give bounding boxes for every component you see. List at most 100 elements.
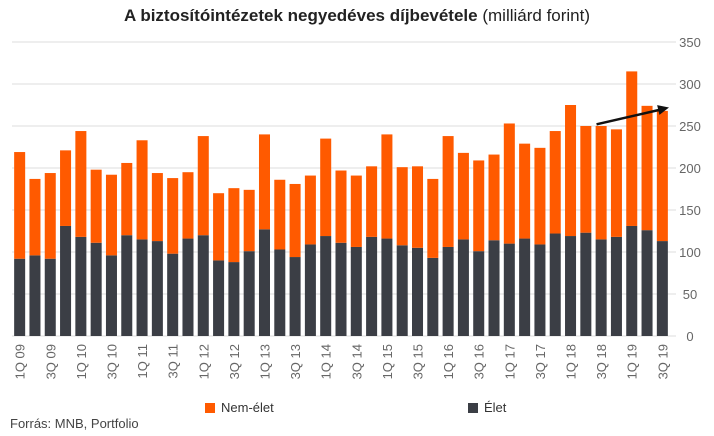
bar-nem-elet (44, 173, 56, 259)
x-axis-ticks: 1Q 09 3Q 09 1Q 10 3Q 10 1Q 11 3Q 11 1Q 12 3Q 12… (13, 344, 671, 379)
x-tick-label: 1Q 09 (13, 344, 28, 379)
y-tick-label: 150 (679, 203, 701, 218)
bar-nem-elet (304, 175, 316, 245)
legend-label-nem-elet: Nem-élet (221, 400, 274, 415)
x-tick-label: 1Q 12 (196, 344, 211, 379)
bar-nem-elet (565, 105, 577, 237)
legend-label-elet: Élet (484, 400, 507, 415)
bar-elet (457, 239, 469, 336)
bar-nem-elet (350, 175, 362, 247)
bar-nem-elet (274, 179, 286, 250)
bar-elet (243, 251, 255, 336)
bar-elet (29, 255, 41, 336)
y-axis-ticks: 0 50 100 150 200 250 300 350 (679, 35, 701, 344)
bar-nem-elet (258, 134, 270, 230)
bar-nem-elet (366, 166, 378, 237)
chart-title-main: A biztosítóintézetek negyedéves díjbevét… (123, 6, 478, 25)
bar-elet (274, 249, 286, 336)
bar-nem-elet (121, 162, 133, 236)
bar-nem-elet (427, 178, 439, 258)
bar-elet (610, 236, 622, 336)
bar-elet (228, 262, 240, 336)
bar-elet (75, 236, 87, 336)
bar-nem-elet (641, 105, 653, 231)
y-tick-label: 0 (686, 329, 693, 344)
x-tick-label: 1Q 14 (319, 344, 334, 379)
x-tick-label: 3Q 12 (227, 344, 242, 379)
bar-nem-elet (197, 136, 209, 236)
bar-elet (549, 233, 561, 336)
x-tick-label: 1Q 16 (441, 344, 456, 379)
bar-elet (60, 225, 72, 336)
legend-item-elet: Élet (468, 400, 506, 415)
bar-elet (105, 255, 117, 336)
bar-nem-elet (580, 126, 592, 233)
bar-elet (258, 229, 270, 336)
legend-swatch-nem-elet (205, 402, 215, 413)
trend-arrow-line (596, 108, 662, 126)
bar-nem-elet (457, 152, 469, 240)
bar-nem-elet (519, 143, 531, 239)
y-tick-label: 200 (679, 161, 701, 176)
bar-elet (44, 258, 56, 336)
bars-group (14, 71, 668, 336)
bar-elet (580, 232, 592, 336)
bar-elet (488, 240, 500, 336)
bar-nem-elet (488, 154, 500, 241)
bar-elet (90, 242, 102, 336)
bar-nem-elet (75, 131, 87, 237)
bar-elet (289, 257, 301, 336)
x-tick-label: 3Q 14 (349, 344, 364, 379)
legend-item-nem-elet: Nem-élet (205, 400, 274, 415)
bar-elet (197, 235, 209, 336)
bar-nem-elet (396, 167, 408, 246)
bar-elet (381, 238, 393, 336)
bar-elet (213, 260, 225, 336)
bar-elet (121, 235, 133, 336)
bar-elet (473, 251, 485, 336)
bar-elet (626, 225, 638, 336)
bar-elet (182, 238, 194, 336)
x-tick-label: 1Q 15 (380, 344, 395, 379)
x-tick-label: 3Q 13 (288, 344, 303, 379)
x-tick-label: 1Q 10 (74, 344, 89, 379)
bar-nem-elet (228, 188, 240, 263)
bar-elet (595, 239, 607, 336)
bar-elet (335, 242, 347, 336)
bar-nem-elet (381, 134, 393, 239)
x-tick-label: 3Q 17 (533, 344, 548, 379)
bar-nem-elet (136, 140, 148, 240)
y-tick-label: 350 (679, 35, 701, 50)
bar-elet (641, 230, 653, 336)
bar-elet (534, 244, 546, 336)
legend-swatch-elet (468, 402, 478, 413)
bar-nem-elet (29, 178, 41, 256)
chart-title: A biztosítóintézetek negyedéves díjbevét… (0, 6, 714, 26)
y-tick-label: 50 (683, 287, 697, 302)
bar-nem-elet (151, 173, 163, 242)
trend-arrow-annotation (596, 105, 669, 126)
bar-elet (350, 246, 362, 336)
bar-nem-elet (213, 193, 225, 261)
source-note: Forrás: MNB, Portfolio (10, 416, 139, 431)
x-tick-label: 3Q 18 (594, 344, 609, 379)
bar-nem-elet (182, 172, 194, 239)
bar-elet (304, 244, 316, 336)
y-tick-label: 300 (679, 77, 701, 92)
bar-nem-elet (473, 160, 485, 252)
bar-elet (427, 257, 439, 336)
y-tick-label: 250 (679, 119, 701, 134)
bar-elet (14, 258, 26, 336)
x-tick-label: 3Q 19 (655, 344, 670, 379)
bar-nem-elet (320, 138, 332, 237)
bar-nem-elet (60, 150, 72, 226)
bar-nem-elet (335, 170, 347, 243)
bar-elet (412, 247, 424, 336)
x-tick-label: 1Q 19 (625, 344, 640, 379)
bar-elet (442, 246, 454, 336)
bar-elet (656, 241, 668, 336)
bar-nem-elet (289, 183, 301, 258)
bar-nem-elet (610, 129, 622, 237)
x-tick-label: 3Q 11 (166, 344, 181, 378)
chart-title-unit: (milliárd forint) (482, 6, 591, 25)
